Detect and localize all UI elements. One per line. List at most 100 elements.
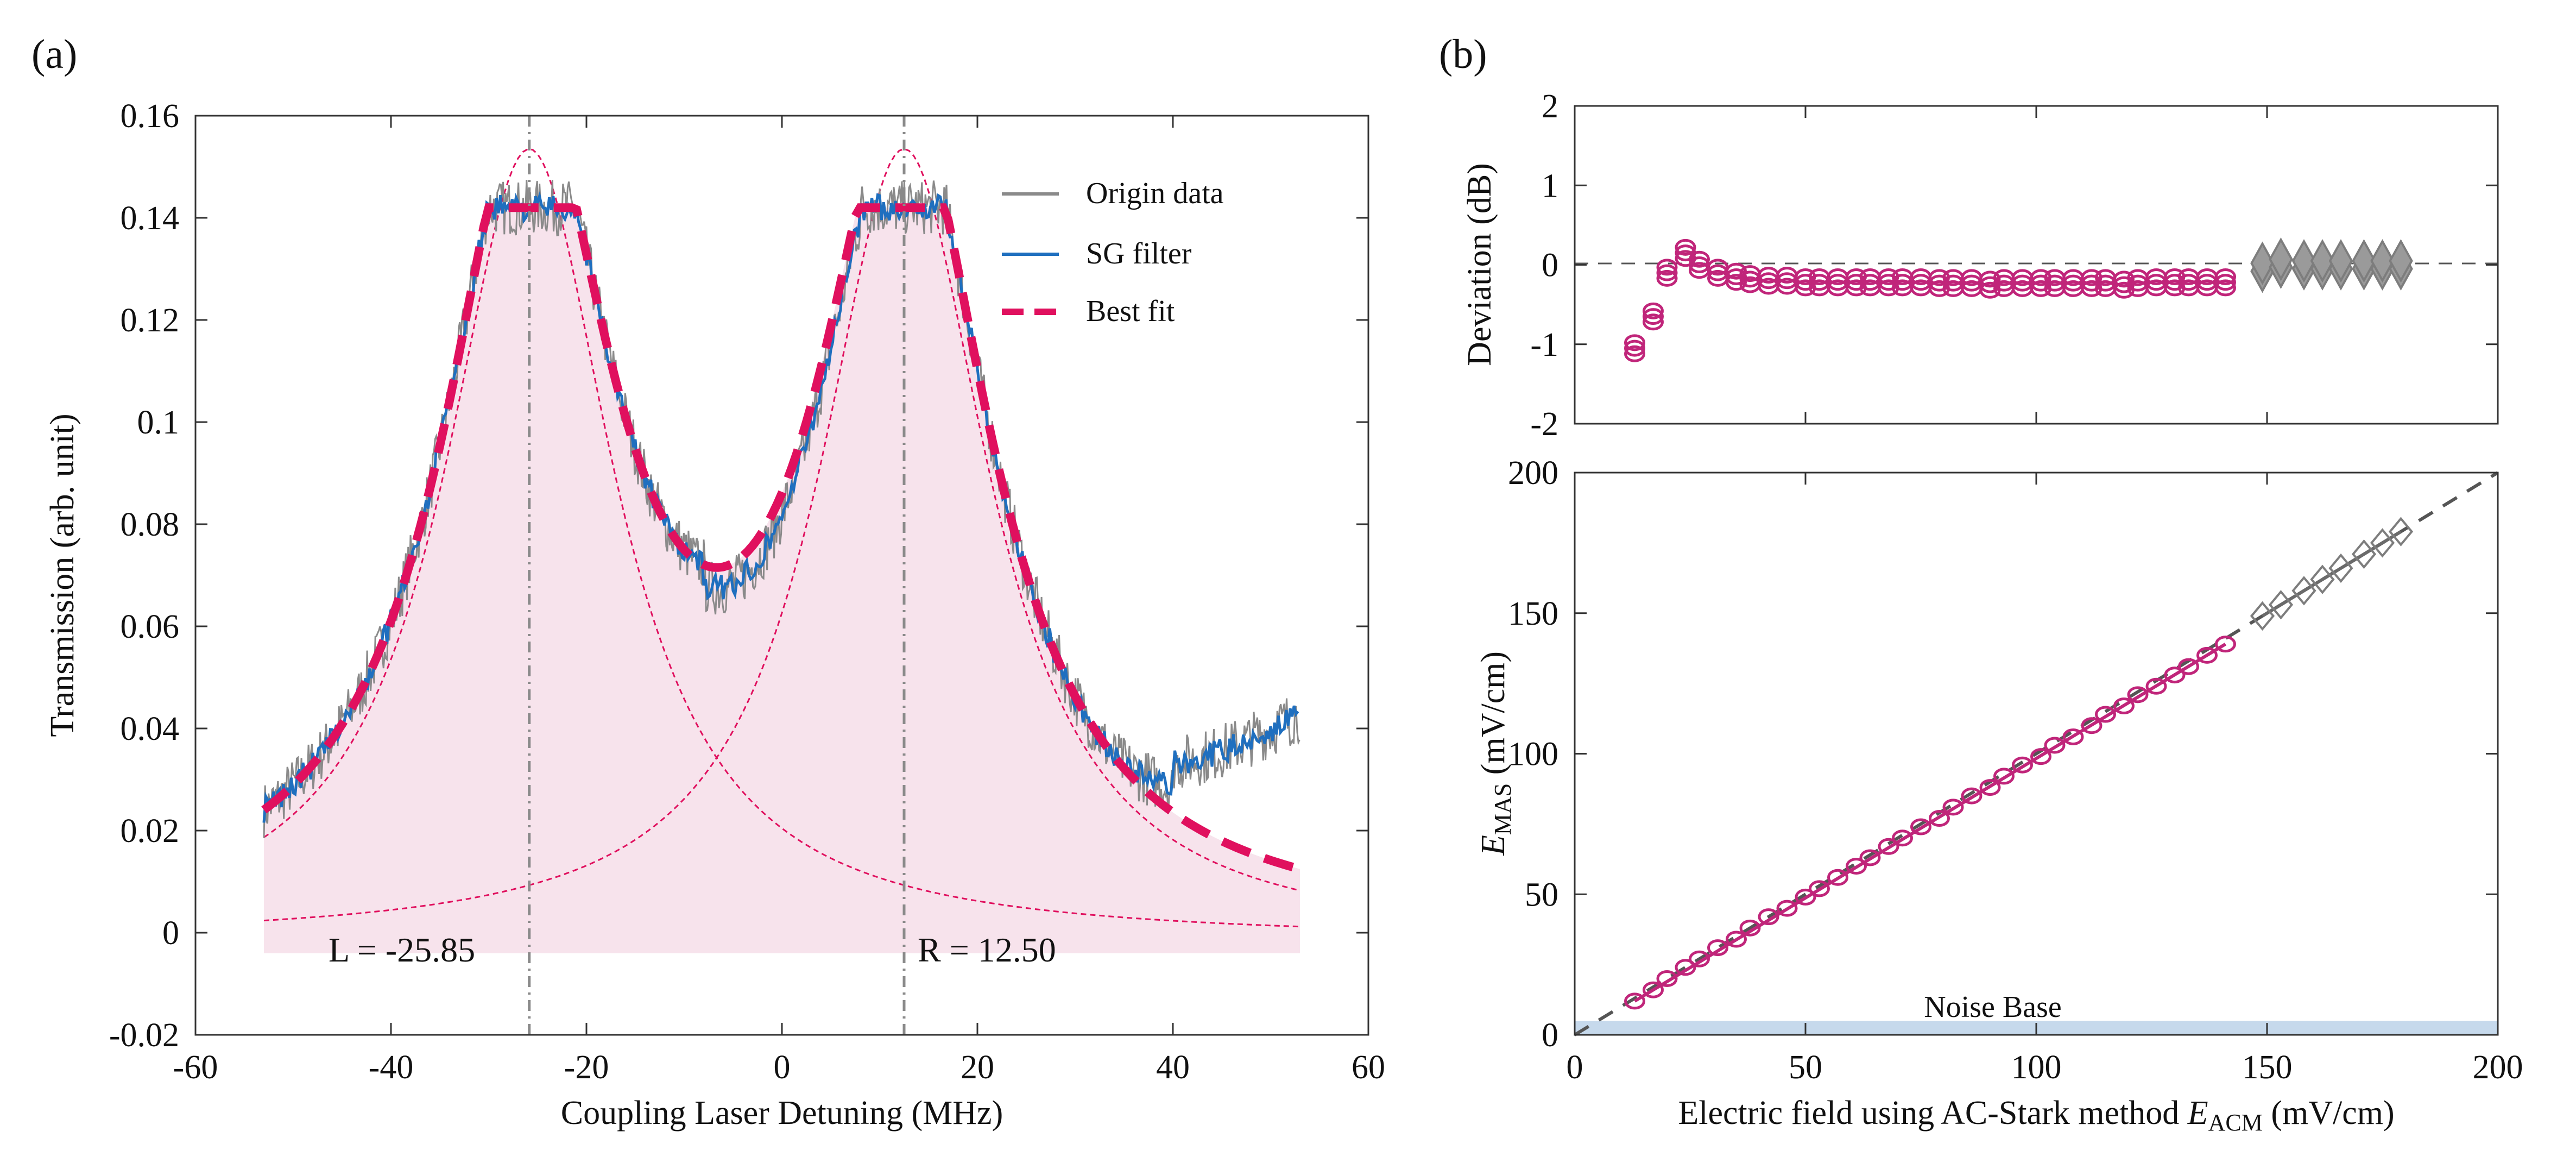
x-axis-label-b-symbol: E	[2187, 1095, 2208, 1132]
y-tick-label-b-top: 1	[1542, 167, 1558, 204]
left-lorentzian-curve	[263, 148, 1300, 928]
field-circle-marker	[2164, 667, 2186, 684]
y-axis-label-b-suffix: (mV/cm)	[1475, 651, 1512, 783]
field-diamond-marker	[2370, 528, 2395, 558]
x-tick-label-a: -60	[173, 1049, 218, 1086]
field-diamond-marker	[2291, 576, 2316, 606]
deviation-circle-marker	[1726, 262, 1747, 280]
y-axis-label-b: EMAS (mV/cm)	[1475, 651, 1516, 856]
lorentzian-components	[263, 148, 1300, 928]
field-circle-marker	[1859, 849, 1881, 866]
deviation-circle-marker	[2215, 279, 2236, 297]
deviation-circle-marker	[1643, 308, 1664, 325]
field-markers	[1624, 517, 2414, 1010]
y-tick-label-a: -0.02	[109, 1017, 179, 1054]
y-tick-label-a: 0	[162, 915, 179, 952]
y-tick-label-b-top: -1	[1530, 326, 1558, 363]
deviation-circle-marker	[2215, 274, 2236, 291]
deviation-markers	[1624, 237, 2413, 362]
x-axis-label-a: Coupling Laser Detuning (MHz)	[561, 1095, 1003, 1132]
legend-a: Origin data SG filter Best fit	[1002, 177, 1224, 328]
y-axis-label-b-symbol: E	[1475, 835, 1512, 856]
field-circle-marker	[2044, 737, 2066, 754]
deviation-circle-marker	[2113, 271, 2135, 288]
legend-label-fit: Best fit	[1086, 294, 1175, 328]
best-fit-line	[261, 203, 1302, 874]
y-tick-label-a: 0.16	[121, 98, 180, 135]
noise-base-label: Noise Base	[1924, 990, 2062, 1024]
axis-ticks-a: -60 -40 -20 0 20 40 60 -0.02 0 0.02 0.04 0.06 0.08 0.…	[109, 98, 1385, 1086]
field-circle-marker	[2113, 697, 2135, 715]
field-circle-marker	[1675, 959, 1696, 976]
field-circle-marker	[2127, 686, 2149, 703]
y-tick-label-b: 200	[1508, 455, 1558, 492]
x-tick-label-a: -40	[369, 1049, 414, 1086]
field-circle-marker	[1656, 970, 1678, 987]
x-tick-label-b: 200	[2473, 1049, 2523, 1086]
panel-b-label: (b)	[1439, 32, 1487, 77]
deviation-diamond-marker	[2370, 239, 2395, 283]
deviation-diamond-marker	[2250, 241, 2275, 285]
x-tick-label-a: 0	[774, 1049, 791, 1086]
deviation-circle-marker	[1643, 302, 1664, 319]
y-tick-label-b: 150	[1508, 595, 1558, 632]
left-peak-annotation: L = -25.85	[329, 931, 475, 969]
deviation-circle-marker	[1979, 271, 2001, 288]
deviation-circle-marker	[1656, 269, 1678, 287]
y-tick-label-a: 0.04	[121, 711, 180, 747]
y-tick-label-a: 0.08	[121, 506, 180, 543]
field-diamond-marker	[2388, 517, 2414, 546]
panel-b-deviation: (b) -2 -1 0 1 2 Deviation (dB)	[1439, 32, 2499, 443]
deviation-circle-marker	[1656, 259, 1678, 276]
deviation-circle-marker	[1726, 268, 1747, 285]
field-circle-marker	[1961, 787, 1982, 805]
field-circle-marker	[1758, 908, 1779, 926]
y-tick-label-b: 50	[1525, 876, 1558, 913]
field-circle-marker	[1979, 779, 2001, 796]
deviation-circle-marker	[1656, 264, 1678, 281]
y-tick-label-a: 0.02	[121, 813, 180, 850]
field-circle-marker	[1776, 900, 1798, 917]
field-circle-marker	[2196, 646, 2218, 664]
deviation-circle-marker	[1675, 238, 1696, 256]
deviation-diamond-marker	[2389, 239, 2413, 283]
y-axis-label-b-sub: MAS	[1489, 783, 1516, 835]
axis-ticks-b-bottom: 0 50 100 150 200 0 50 100 150 200	[1508, 455, 2523, 1086]
panel-a-label: (a)	[31, 32, 77, 77]
peak-marker-lines	[528, 116, 906, 1035]
field-diamond-marker	[2310, 564, 2335, 594]
panel-a: (a) -60 -40 -20 0 20 40 60 -0.02 0 0.02 0.04 0.06 0.…	[31, 32, 1385, 1132]
x-tick-label-b: 100	[2011, 1049, 2062, 1086]
field-circle-marker	[1993, 768, 2015, 785]
field-circle-marker	[2095, 706, 2116, 723]
deviation-diamond-marker	[2310, 239, 2335, 283]
field-circle-marker	[2215, 636, 2236, 653]
right-peak-annotation: R = 12.50	[918, 931, 1056, 969]
y-tick-label-b: 0	[1542, 1017, 1558, 1054]
field-circle-marker	[1892, 829, 1913, 847]
field-diamond-marker	[2351, 539, 2377, 569]
field-circle-marker	[1878, 838, 1899, 855]
x-axis-label-b-sub: ACM	[2208, 1109, 2263, 1136]
field-circle-marker	[1929, 810, 1950, 827]
field-circle-marker	[2012, 756, 2033, 774]
field-circle-marker	[1624, 992, 1645, 1010]
field-circle-marker	[1643, 981, 1664, 998]
field-diamond-marker	[2250, 601, 2275, 631]
y-tick-label-b-top: 0	[1542, 247, 1558, 284]
right-lorentzian-curve	[263, 148, 1300, 922]
linear-fit-line	[1633, 530, 2402, 1003]
fit-shaded-area	[264, 208, 1300, 953]
field-circle-marker	[1707, 939, 1728, 957]
field-circle-marker	[2178, 658, 2199, 675]
field-circle-marker	[1910, 818, 1931, 835]
x-tick-label-b: 50	[1789, 1049, 1822, 1086]
deviation-circle-marker	[2215, 268, 2236, 285]
x-axis-label-b-prefix: Electric field using AC-Stark method	[1678, 1095, 2187, 1132]
deviation-circle-marker	[1726, 274, 1747, 291]
deviation-diamond-marker	[2328, 239, 2353, 283]
legend-label-sg: SG filter	[1086, 237, 1192, 271]
deviation-circle-marker	[1624, 340, 1645, 357]
deviation-diamond-marker	[2291, 239, 2316, 283]
